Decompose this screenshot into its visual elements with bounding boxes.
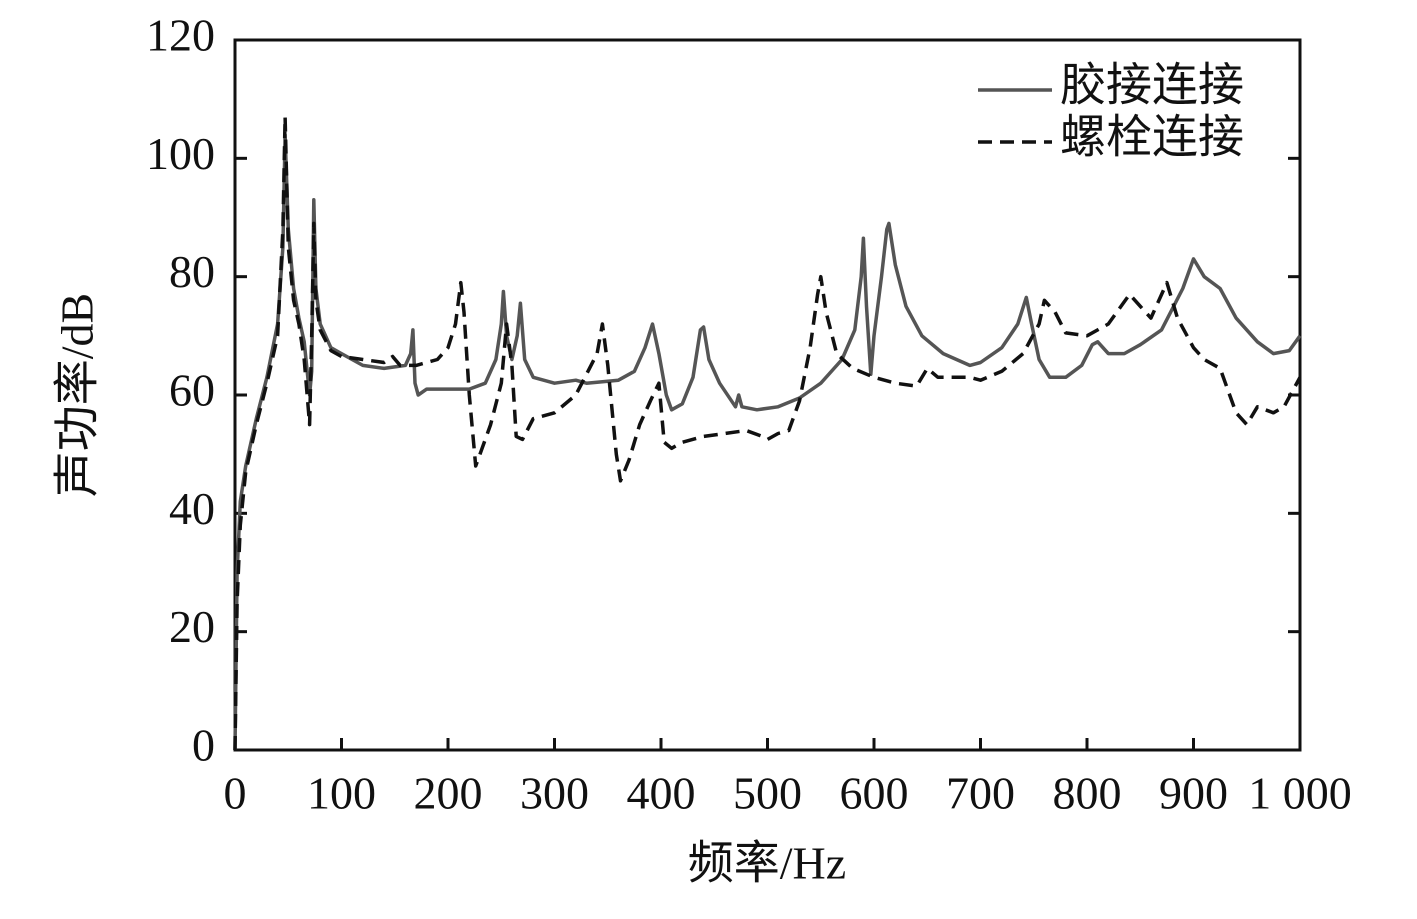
- x-tick-label: 400: [627, 768, 696, 819]
- y-tick-label: 100: [146, 128, 215, 179]
- y-axis-label: 声功率/dB: [52, 293, 103, 497]
- x-tick-label: 300: [520, 768, 589, 819]
- legend-label: 胶接连接: [1060, 60, 1244, 111]
- y-tick-label: 120: [146, 10, 215, 61]
- series-line: [233, 132, 1302, 751]
- x-tick-label: 700: [946, 768, 1015, 819]
- y-tick-label: 60: [169, 365, 215, 416]
- y-tick-label: 40: [169, 483, 215, 534]
- x-tick-label: 900: [1159, 768, 1228, 819]
- y-tick-label: 20: [169, 601, 215, 652]
- x-axis-label: 频率/Hz: [688, 838, 846, 889]
- x-tick-label: 1 000: [1248, 768, 1352, 819]
- x-tick-label: 500: [733, 768, 802, 819]
- x-tick-label: 0: [224, 768, 247, 819]
- x-tick-label: 800: [1053, 768, 1122, 819]
- series-line: [233, 115, 1302, 751]
- x-tick-label: 200: [414, 768, 483, 819]
- x-tick-label: 100: [307, 768, 376, 819]
- y-tick-label: 0: [192, 720, 215, 771]
- legend-label: 螺栓连接: [1060, 112, 1244, 163]
- y-tick-label: 80: [169, 246, 215, 297]
- x-tick-label: 600: [840, 768, 909, 819]
